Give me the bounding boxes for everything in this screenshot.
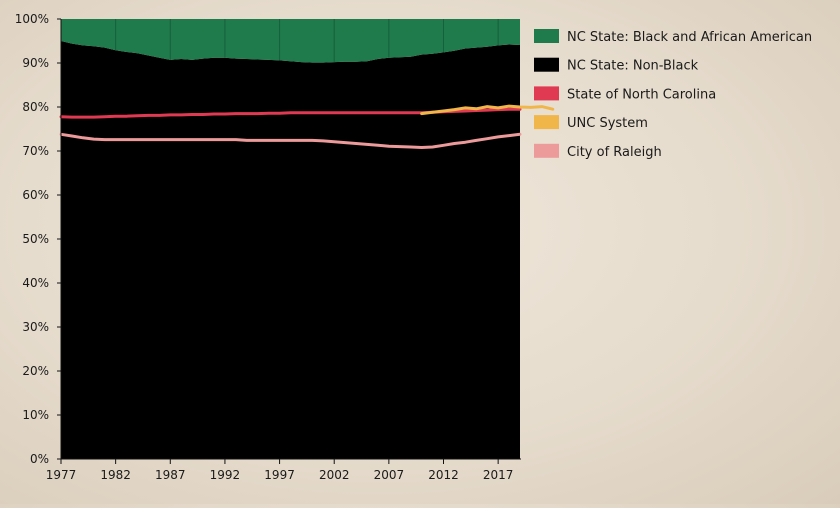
plot-area xyxy=(59,19,555,459)
x-tick-label: 1982 xyxy=(100,468,131,482)
line-unc-system xyxy=(420,104,555,116)
legend-label: City of Raleigh xyxy=(567,145,662,160)
x-tick-label: 1997 xyxy=(264,468,295,482)
y-tick-label: 100% xyxy=(15,12,49,26)
x-tick-label: 1992 xyxy=(210,468,241,482)
x-tick-label: 1987 xyxy=(155,468,186,482)
legend-swatch xyxy=(534,86,559,101)
y-tick-label: 20% xyxy=(22,364,49,378)
y-tick-label: 50% xyxy=(22,232,49,246)
y-tick-label: 80% xyxy=(22,100,49,114)
x-tick-label: 1977 xyxy=(46,468,77,482)
y-tick-label: 30% xyxy=(22,320,49,334)
y-tick-label: 70% xyxy=(22,144,49,158)
y-tick-label: 60% xyxy=(22,188,49,202)
legend-item-city-of-raleigh: City of Raleigh xyxy=(534,143,662,160)
legend-item-state-of-nc: State of North Carolina xyxy=(534,86,716,102)
x-tick-label: 2007 xyxy=(374,468,405,482)
legend-label: NC State: Black and African American xyxy=(567,30,812,45)
legend-swatch xyxy=(534,57,559,72)
area-black-african-american xyxy=(61,19,520,63)
x-tick-label: 2012 xyxy=(428,468,459,482)
y-tick-label: 90% xyxy=(22,56,49,70)
axes: 0% 10% 20% 30% 40% 50% 60% 70% 80% 90% 100% 1977 198… xyxy=(15,12,521,482)
y-tick-label: 0% xyxy=(30,452,49,466)
y-tick-label: 40% xyxy=(22,276,49,290)
line-city-of-raleigh xyxy=(59,132,522,149)
y-tick-label: 10% xyxy=(22,408,49,422)
x-tick-label: 2002 xyxy=(319,468,350,482)
legend-item-unc-system: UNC System xyxy=(534,115,648,131)
legend-label: NC State: Non-Black xyxy=(567,59,699,74)
legend-label: UNC System xyxy=(567,116,648,131)
legend-item-non-black: NC State: Non-Black xyxy=(534,57,699,74)
legend-swatch xyxy=(534,143,559,158)
legend-swatch xyxy=(534,29,559,43)
area-non-black xyxy=(61,41,520,459)
legend: NC State: Black and African American NC S… xyxy=(534,29,812,160)
x-tick-label: 2017 xyxy=(483,468,514,482)
legend-swatch xyxy=(534,115,559,130)
legend-item-black-african-american: NC State: Black and African American xyxy=(534,29,812,45)
legend-label: State of North Carolina xyxy=(567,87,716,102)
